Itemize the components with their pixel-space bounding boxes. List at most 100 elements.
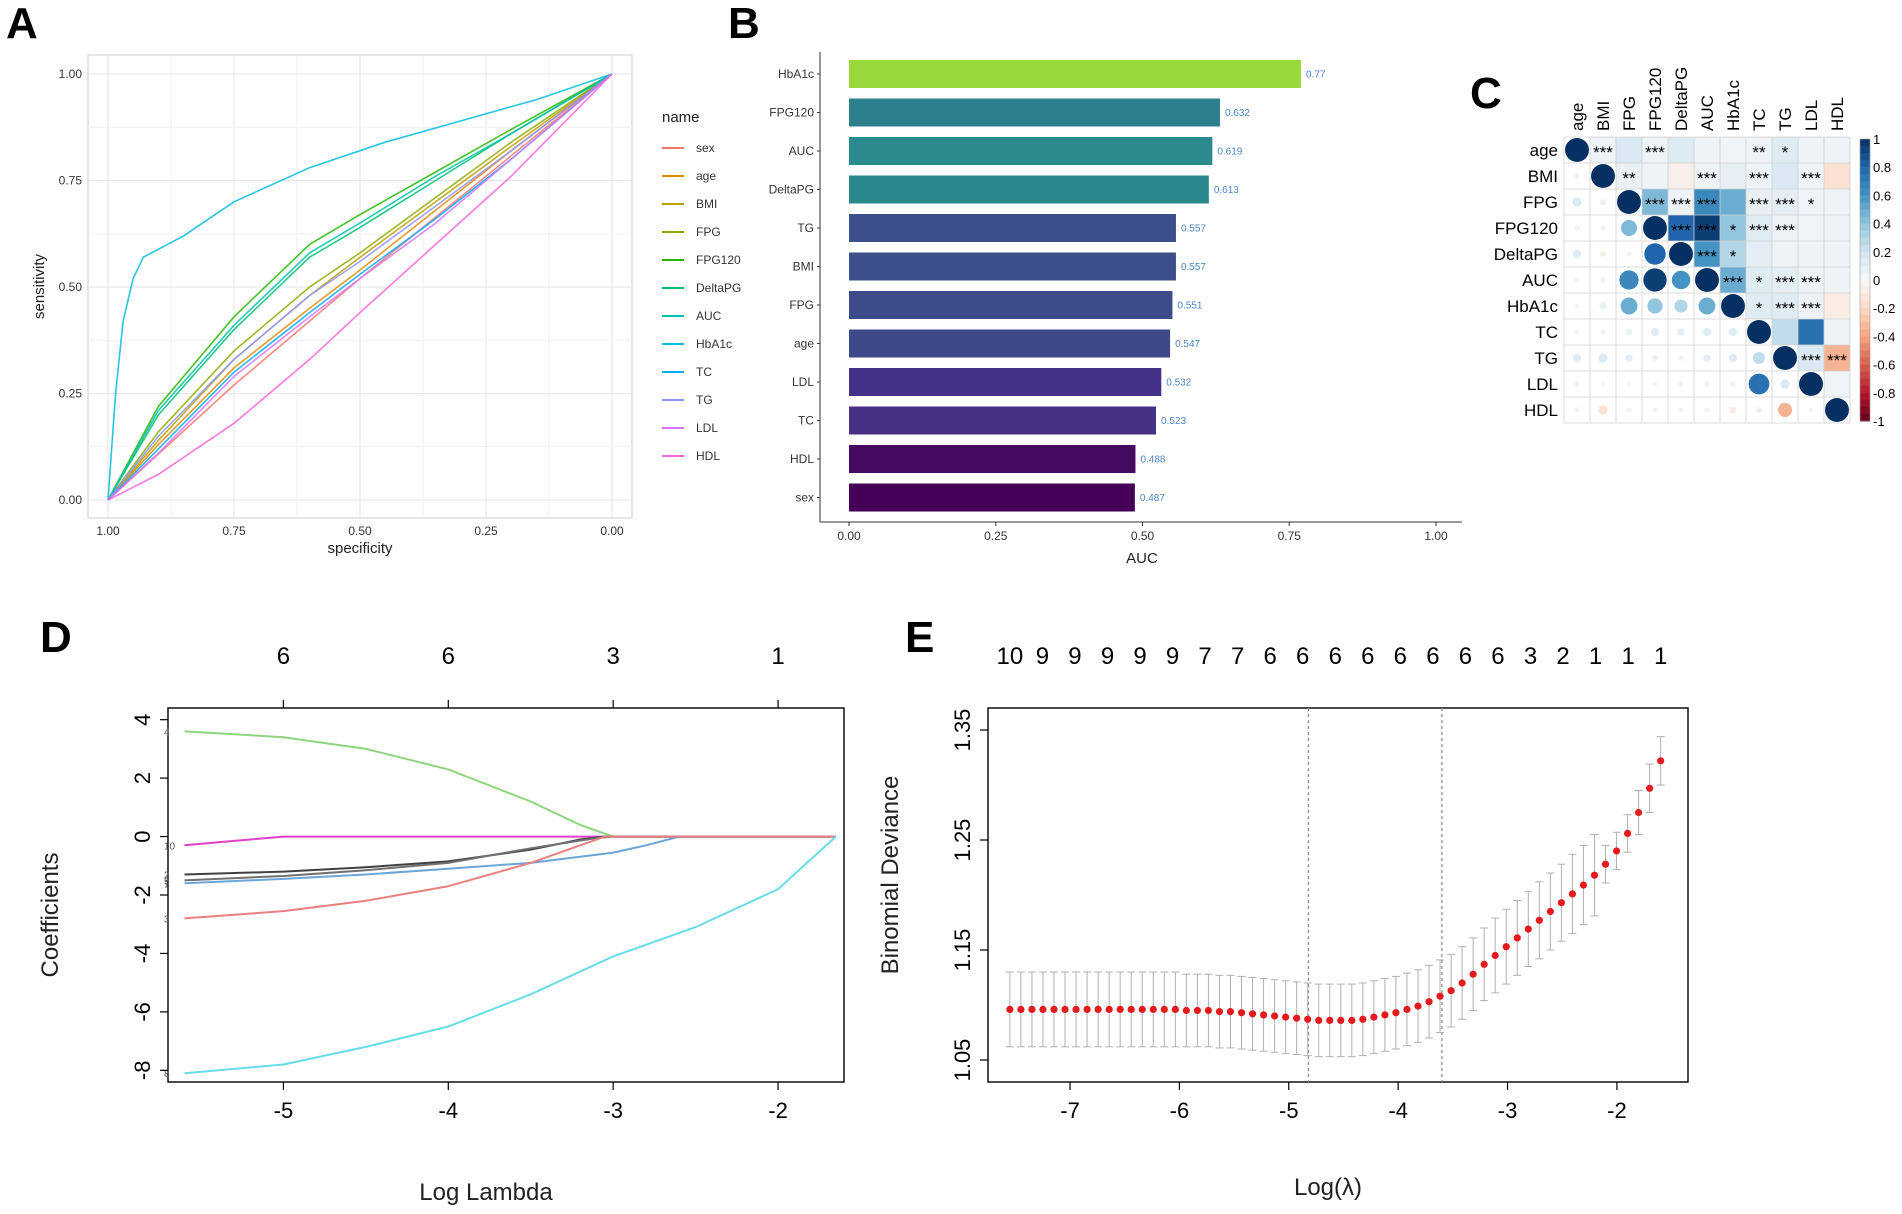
- legend-label-bmi: BMI: [696, 197, 717, 211]
- significance-stars: ***: [1775, 221, 1795, 240]
- corr-cell-circle: [1650, 327, 1660, 337]
- colorbar-segment: [1860, 272, 1870, 281]
- colorbar-segment: [1860, 181, 1870, 189]
- row-label: AUC: [1522, 271, 1558, 290]
- bar-hba1c: [849, 60, 1301, 88]
- x-tick-label: -2: [1607, 1098, 1627, 1123]
- roc-curve-chart: 1.00 0.75 0.50 0.25 0.00 0.00 0.25 0.50 0.75 1.00…: [31, 54, 741, 557]
- column-label: HDL: [1828, 97, 1847, 131]
- y-tick-label: -2: [130, 885, 155, 905]
- legend-label-tc: TC: [696, 365, 712, 379]
- corr-diagonal-circle: [1643, 216, 1667, 240]
- corr-cell-circle: [1626, 251, 1632, 257]
- bar-value-label: 0.532: [1166, 378, 1191, 389]
- corr-cell-square: [1772, 267, 1798, 293]
- top-axis-label: 1: [1654, 643, 1667, 670]
- corr-cell-square: [1746, 215, 1772, 241]
- corr-cell-circle: [1574, 173, 1580, 179]
- significance-stars: **: [1622, 169, 1636, 188]
- roc-line-fpg120: [107, 73, 613, 501]
- top-axis-label: 1: [1621, 643, 1634, 670]
- top-axis-label: 6: [1491, 643, 1504, 670]
- bar-fpg: [849, 291, 1173, 319]
- path-label: 8: [164, 1069, 170, 1080]
- corr-diagonal-circle: [1747, 320, 1771, 344]
- corr-cell-square: [1798, 189, 1824, 215]
- colorbar-segment: [1860, 202, 1870, 211]
- significance-stars: *: [1730, 247, 1737, 266]
- top-axis-label: 9: [1036, 643, 1049, 670]
- category-label: AUC: [789, 144, 815, 158]
- significance-stars: ***: [1697, 169, 1717, 188]
- corr-cell-circle: [1620, 297, 1638, 315]
- x-tick-label: -5: [1279, 1098, 1299, 1123]
- x-axis-title: AUC: [1126, 550, 1158, 567]
- top-axis-label: 9: [1166, 643, 1179, 670]
- bar-bmi: [849, 252, 1176, 281]
- corr-diagonal-circle: [1721, 294, 1745, 318]
- x-axis-title: specificity: [327, 540, 393, 557]
- column-label: age: [1568, 103, 1587, 131]
- corr-cell-circle: [1574, 303, 1580, 309]
- bar-value-label: 0.557: [1181, 224, 1206, 235]
- corr-cell-circle: [1574, 225, 1580, 231]
- x-tick-label: 0.50: [348, 524, 372, 538]
- legend-label-fpg120: FPG120: [696, 253, 741, 267]
- corr-cell-square: [1668, 189, 1694, 215]
- coefficient-path-3: [184, 835, 836, 920]
- row-label: HbA1c: [1507, 297, 1559, 316]
- roc-line-tg: [107, 73, 613, 501]
- significance-stars: ***: [1723, 273, 1743, 292]
- y-tick-label: 1.35: [950, 709, 975, 752]
- significance-stars: *: [1756, 299, 1763, 318]
- colorbar-segment: [1860, 343, 1870, 352]
- legend-label-tg: TG: [696, 393, 713, 407]
- corr-cell-square: [1694, 189, 1720, 215]
- y-tick-label: 1.00: [59, 67, 83, 81]
- x-tick-label: -4: [1388, 1098, 1408, 1123]
- colorbar-tick-label: -1: [1873, 414, 1885, 429]
- legend-label-sex: sex: [696, 141, 715, 155]
- corr-cell-circle: [1598, 405, 1608, 415]
- colorbar-segment: [1860, 223, 1870, 232]
- significance-stars: ***: [1801, 273, 1821, 292]
- y-tick-label: 0.00: [59, 493, 83, 507]
- corr-cell-circle: [1600, 381, 1606, 387]
- category-label: DeltaPG: [769, 183, 814, 197]
- corr-cell-circle: [1599, 302, 1607, 310]
- corr-cell-square: [1668, 137, 1694, 163]
- x-tick-label: -3: [603, 1098, 623, 1123]
- panel-letter-e: E: [905, 613, 934, 662]
- colorbar-segment: [1860, 146, 1870, 154]
- auc-bar-chart: 0.77 HbA1c 0.632 FPG120 0.619 AUC 0.613 DeltaPG…: [769, 52, 1462, 567]
- x-tick-label: 1.00: [96, 524, 120, 538]
- corr-cell-square: [1798, 215, 1824, 241]
- x-tick-label: 1.00: [1424, 529, 1448, 543]
- corr-cell-circle: [1698, 297, 1716, 315]
- deviance-point: [1215, 1008, 1224, 1016]
- bar-ldl: [849, 368, 1162, 396]
- corr-cell-square: [1694, 137, 1720, 163]
- bar-value-label: 0.487: [1140, 493, 1165, 504]
- y-tick-label: 1.25: [950, 819, 975, 862]
- deviance-point: [1447, 987, 1455, 995]
- corr-cell-circle: [1619, 270, 1639, 290]
- corr-cell-circle: [1625, 354, 1633, 362]
- bar-value-label: 0.547: [1175, 339, 1200, 350]
- corr-cell-circle: [1756, 407, 1762, 413]
- corr-cell-circle: [1748, 373, 1770, 395]
- corr-cell-square: [1720, 137, 1746, 163]
- deviance-point: [1304, 1015, 1312, 1023]
- colorbar-segment: [1860, 258, 1870, 267]
- bar-value-label: 0.619: [1217, 147, 1242, 158]
- colorbar-segment: [1860, 364, 1870, 373]
- plot-frame: [167, 707, 845, 1083]
- coefficient-path-10: [184, 835, 836, 847]
- top-axis-label: 6: [1296, 643, 1309, 670]
- colorbar-segment: [1860, 265, 1870, 274]
- significance-stars: ***: [1775, 299, 1795, 318]
- y-tick-label: 0: [130, 830, 155, 842]
- deviance-point: [1149, 1005, 1157, 1014]
- corr-diagonal-circle: [1617, 190, 1641, 214]
- colorbar-segment: [1860, 301, 1870, 309]
